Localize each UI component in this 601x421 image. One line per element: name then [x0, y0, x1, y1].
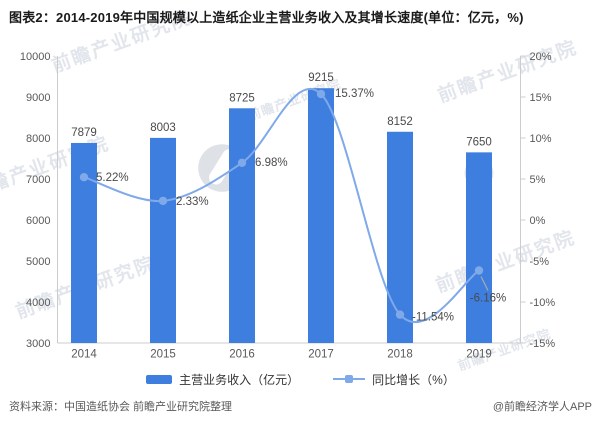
data-point-2018	[395, 310, 405, 319]
line-value-label-2017: 15.37%	[335, 88, 374, 100]
data-point-2016	[237, 158, 247, 167]
axis-lines	[57, 56, 521, 344]
y-axis-left-tick: 4000	[26, 297, 50, 309]
bar-value-label-2017: 9215	[308, 72, 334, 84]
bar-value-label-2014: 7879	[71, 127, 97, 139]
bar-2014	[71, 142, 97, 343]
chart-legend: 主营业务收入（亿元） 同比增长（%）	[0, 371, 601, 387]
line-value-label-2019: -6.16%	[470, 293, 506, 305]
legend-item-revenue: 主营业务收入（亿元）	[146, 371, 299, 388]
bar-2019	[466, 152, 492, 343]
y-axis-right-tick: 10%	[530, 133, 552, 145]
y-axis-left-tick: 9000	[26, 92, 50, 104]
bar-2015	[150, 137, 176, 343]
y-axis-left-tick: 8000	[26, 133, 50, 145]
y-axis-left-tick: 5000	[26, 256, 50, 268]
x-axis-label-2016: 2016	[229, 349, 255, 361]
bar-value-label-2019: 7650	[466, 136, 492, 148]
x-axis-label-2014: 2014	[71, 349, 97, 361]
y-axis-left-tick: 6000	[26, 215, 50, 227]
legend-label-revenue: 主营业务收入（亿元）	[179, 372, 300, 387]
x-axis-label-2015: 2015	[150, 349, 176, 361]
bar-value-label-2015: 8003	[150, 122, 176, 134]
y-axis-right-tick: -15%	[530, 338, 556, 350]
line-value-label-2015: 2.33%	[176, 196, 209, 208]
line-value-label-2018: -11.54%	[412, 312, 454, 324]
chart-title: 图表2：2014-2019年中国规模以上造纸企业主营业务收入及其增长速度(单位：…	[9, 10, 524, 25]
legend-item-growth: 同比增长（%）	[333, 371, 455, 388]
y-axis-right-tick: 5%	[530, 174, 546, 186]
chart-footer: 资料来源：中国造纸协会 前瞻产业研究院整理 @前瞻经济学人APP	[9, 398, 592, 414]
legend-label-growth: 同比增长（%）	[372, 372, 455, 387]
x-axis-label-2017: 2017	[308, 349, 334, 361]
data-point-2015	[158, 196, 168, 206]
bar-2018	[387, 131, 413, 343]
app-credit: @前瞻经济学人APP	[492, 401, 592, 413]
source-note: 资料来源：中国造纸协会 前瞻产业研究院整理	[9, 401, 233, 413]
growth-line	[83, 87, 480, 324]
line-marker-dot-icon	[345, 375, 354, 383]
y-axis-right-tick: 20%	[530, 51, 552, 63]
y-axis-left-tick: 7000	[26, 174, 50, 186]
x-axis-label-2019: 2019	[466, 349, 492, 361]
label-leader-line	[480, 276, 489, 291]
y-axis-right-tick: 0%	[530, 215, 546, 227]
x-axis-label-2018: 2018	[387, 349, 413, 361]
y-axis-left-tick: 3000	[26, 338, 50, 350]
bar-value-label-2018: 8152	[387, 116, 413, 128]
line-value-label-2016: 6.98%	[255, 157, 288, 169]
y-axis-left-tick: 10000	[20, 51, 51, 63]
line-series-marker	[333, 375, 366, 383]
data-point-2014	[79, 173, 89, 182]
bar-2016	[229, 108, 255, 344]
line-value-label-2014: 5.22%	[96, 172, 129, 184]
bar-series-marker	[146, 374, 173, 384]
bar-2017	[308, 88, 334, 343]
data-point-2017	[316, 89, 326, 99]
y-axis-right-tick: 15%	[530, 92, 552, 104]
y-axis-right-tick: -5%	[530, 256, 550, 268]
y-axis-right-tick: -10%	[530, 297, 556, 309]
bar-value-label-2016: 8725	[229, 92, 255, 104]
data-point-2019	[474, 266, 484, 275]
